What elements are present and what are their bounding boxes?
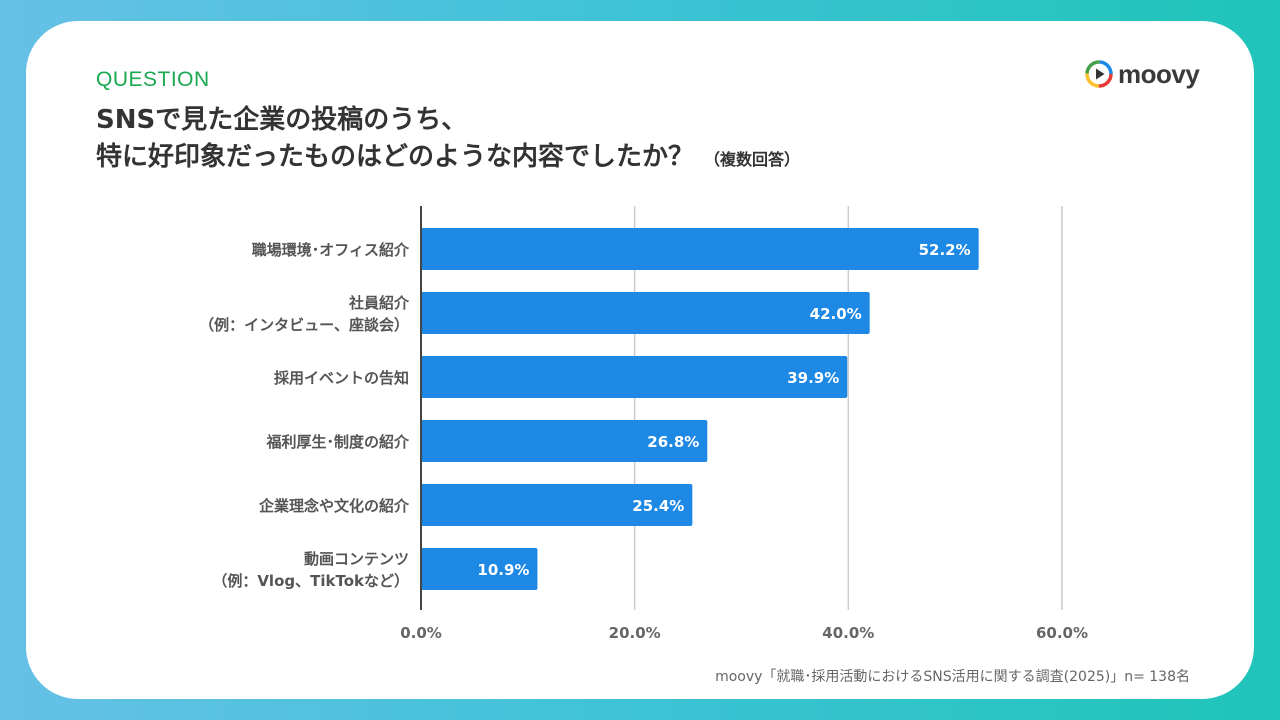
- page-title: SNSで見た企業の投稿のうち、 特に好印象だったものはどのような内容でしたか？ （…: [96, 102, 800, 178]
- data-label: 42.0%: [810, 305, 862, 323]
- tick-label: 20.0%: [609, 624, 661, 642]
- title-line-2-text: 特に好印象だったものはどのような内容でしたか？: [96, 142, 695, 172]
- bar: [421, 292, 870, 334]
- data-label: 52.2%: [919, 241, 971, 259]
- tick-label: 0.0%: [400, 624, 442, 642]
- category-label: 職場環境･オフィス紹介: [252, 241, 410, 259]
- title-line-2: 特に好印象だったものはどのような内容でしたか？ （複数回答）: [96, 139, 800, 178]
- logo-text: moovy: [1118, 58, 1200, 89]
- bar: [421, 356, 848, 398]
- tick-label: 40.0%: [822, 624, 874, 642]
- bar: [421, 228, 979, 270]
- source-note: moovy「就職･採用活動におけるSNS活用に関する調査(2025)」n= 13…: [715, 669, 1190, 685]
- title-line-1: SNSで見た企業の投稿のうち、: [96, 105, 468, 135]
- category-label: （例：インタビュー、座談会）: [199, 316, 409, 334]
- moovy-logo: moovy: [1084, 58, 1200, 90]
- category-label: 福利厚生･制度の紹介: [265, 433, 410, 451]
- data-label: 25.4%: [632, 497, 684, 515]
- data-label: 10.9%: [477, 561, 529, 579]
- data-label: 26.8%: [647, 433, 699, 451]
- tick-label: 60.0%: [1036, 624, 1088, 642]
- question-label: QUESTION: [96, 68, 210, 91]
- play-circle-icon: [1085, 60, 1113, 88]
- category-label: 採用イベントの告知: [274, 369, 409, 387]
- bar: [421, 420, 708, 462]
- category-label: 社員紹介: [348, 294, 410, 312]
- data-label: 39.9%: [787, 369, 839, 387]
- bar: [421, 484, 693, 526]
- bar: [421, 548, 538, 590]
- category-label: （例：Vlog、TikTokなど）: [212, 572, 409, 590]
- category-label: 動画コンテンツ: [304, 550, 409, 568]
- category-label: 企業理念や文化の紹介: [258, 497, 410, 515]
- title-note: （複数回答）: [704, 150, 801, 169]
